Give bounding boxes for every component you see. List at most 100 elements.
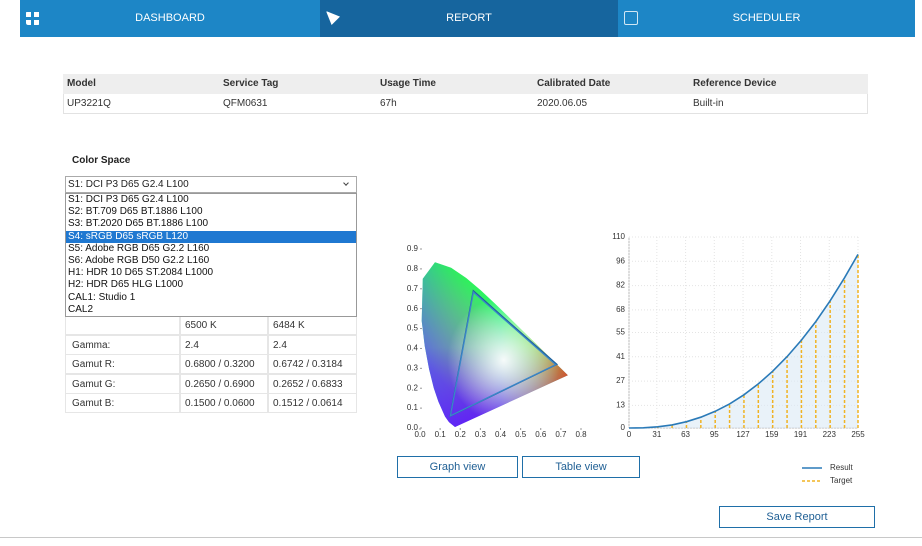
dropdown-option[interactable]: S1: DCI P3 D65 G2.4 L100 (68, 194, 189, 205)
gamut-cell: 2.4 (268, 334, 357, 355)
info-header: Usage Time (380, 78, 436, 89)
gamut-cell: 2.4 (180, 334, 268, 355)
x-tick-label: 0.3 (475, 430, 487, 439)
y-tick-label: 0 (621, 423, 626, 432)
gamut-cell: 6500 K (180, 315, 268, 335)
gamut-cell: Gamut B: (65, 393, 180, 413)
x-tick-label: 0.7 (555, 430, 567, 439)
info-cell: UP3221Q (67, 98, 111, 109)
x-tick-label: 159 (765, 430, 779, 439)
legend-label: Result (830, 463, 853, 472)
gamut-cell: 0.2650 / 0.6900 (180, 373, 268, 394)
legend-label: Target (830, 476, 853, 485)
y-tick-label: 0.9 (407, 244, 419, 253)
dropdown-option[interactable]: S5: Adobe RGB D65 G2.2 L160 (68, 242, 210, 254)
dropdown-option[interactable]: S2: BT.709 D65 BT.1886 L100 (68, 206, 203, 218)
info-cell: 2020.06.05 (537, 98, 588, 109)
info-cell: QFM0631 (223, 98, 268, 109)
y-tick-label: 110 (612, 232, 625, 241)
dropdown-option[interactable]: S4: sRGB D65 sRGB L120 (66, 230, 356, 243)
gamut-triangle (449, 290, 557, 417)
dropdown-option[interactable]: H2: HDR D65 HLG L1000 (68, 279, 184, 291)
info-header: Service Tag (223, 78, 279, 89)
x-tick-label: 0.0 (414, 430, 426, 439)
gamut-cell: 6484 K (268, 315, 357, 335)
y-tick-label: 0.7 (407, 284, 419, 293)
gamut-text: Gamut B: (72, 398, 115, 409)
dropdown-caret (343, 180, 349, 186)
x-tick-label: 0 (627, 430, 632, 439)
dropdown[interactable]: S1: DCI P3 D65 G2.4 L100 (65, 176, 357, 193)
x-tick-label: 223 (823, 430, 837, 439)
nav-icon (624, 11, 638, 25)
dropdown-option[interactable]: CAL1: Studio 1 (68, 291, 136, 303)
nav-tab[interactable]: SCHEDULER (618, 0, 915, 37)
gamut-text: 0.2652 / 0.6833 (273, 378, 343, 390)
nav-tab-label: SCHEDULER (732, 12, 801, 24)
gamut-text: Gamut G: (72, 378, 116, 390)
y-tick-label: 55 (616, 328, 625, 337)
y-tick-label: 27 (616, 376, 625, 385)
gamut-cell: Gamma: (65, 334, 180, 355)
x-tick-label: 0.4 (495, 430, 507, 439)
x-tick-label: 95 (710, 430, 719, 439)
x-tick-label: 0.5 (515, 430, 527, 439)
nav-tab[interactable]: DASHBOARD (20, 0, 320, 37)
dropdown-list: S1: DCI P3 D65 G2.4 L100 S2: BT.709 D65 B… (65, 193, 357, 317)
y-tick-label: 41 (616, 352, 625, 361)
gamut-text: 2.4 (185, 339, 199, 351)
gamut-text: 6484 K (273, 320, 305, 331)
gamut-text: 6500 K (185, 320, 217, 331)
gamut-text: 0.6800 / 0.3200 (185, 359, 255, 370)
y-tick-label: 0.6 (407, 304, 419, 313)
gamut-text: 0.1512 / 0.0614 (273, 398, 343, 409)
y-tick-label: 0.4 (407, 344, 419, 353)
dropdown-option[interactable]: CAL2 (68, 303, 94, 315)
gamut-cell: 0.6800 / 0.3200 (180, 354, 268, 374)
gamut-cell: 0.6742 / 0.3184 (268, 354, 357, 374)
button[interactable]: Graph view (397, 456, 518, 478)
dropdown-option[interactable]: S6: Adobe RGB D50 G2.2 L160 (68, 255, 210, 266)
gamut-cell: 0.1500 / 0.0600 (180, 393, 268, 413)
gamut-cell (65, 315, 180, 335)
button[interactable]: Table view (522, 456, 640, 478)
y-tick-label: 0.0 (407, 423, 419, 432)
gamut-cell: 0.2652 / 0.6833 (268, 373, 357, 394)
button[interactable]: Save Report (719, 506, 875, 528)
result-line (628, 254, 859, 429)
dropdown-option[interactable]: S3: BT.2020 D65 BT.1886 L100 (68, 218, 209, 230)
gamut-cell: 0.1512 / 0.0614 (268, 393, 357, 413)
y-tick-label: 0.5 (407, 324, 419, 333)
info-cell: Built-in (693, 98, 724, 109)
x-tick-label: 191 (794, 430, 808, 439)
x-tick-label: 127 (736, 430, 750, 439)
x-tick-label: 0.8 (575, 430, 587, 439)
y-tick-label: 82 (616, 281, 625, 290)
y-tick-label: 96 (616, 256, 625, 265)
x-tick-label: 0.6 (535, 430, 547, 439)
x-tick-label: 0.1 (435, 430, 447, 439)
dropdown-option[interactable]: H1: HDR 10 D65 ST.2084 L1000 (68, 267, 214, 279)
nav-tab-label: DASHBOARD (135, 12, 205, 24)
info-header: Model (67, 78, 96, 89)
gamut-text: 0.1500 / 0.0600 (185, 398, 255, 409)
y-tick-label: 0.8 (407, 264, 419, 273)
spectral-locus (421, 262, 568, 427)
x-tick-label: 255 (851, 430, 865, 439)
gamut-text: 0.6742 / 0.3184 (273, 359, 343, 370)
area-shade (629, 254, 858, 428)
nav-icon (26, 11, 40, 25)
x-tick-label: 63 (681, 430, 690, 439)
y-tick-label: 0.1 (407, 403, 419, 412)
color-space-label: Color Space (72, 155, 131, 166)
y-tick-label: 0.2 (407, 383, 419, 392)
nav-tab-label: REPORT (446, 12, 492, 24)
nav-tab[interactable]: REPORT (320, 0, 618, 37)
gamut-text: Gamma: (72, 339, 111, 351)
gamut-text: 0.2650 / 0.6900 (185, 378, 255, 390)
gamut-cell: Gamut G: (65, 373, 180, 394)
info-header: Reference Device (693, 78, 777, 89)
y-tick-label: 0.3 (407, 363, 419, 372)
y-tick-label: 68 (616, 305, 625, 314)
